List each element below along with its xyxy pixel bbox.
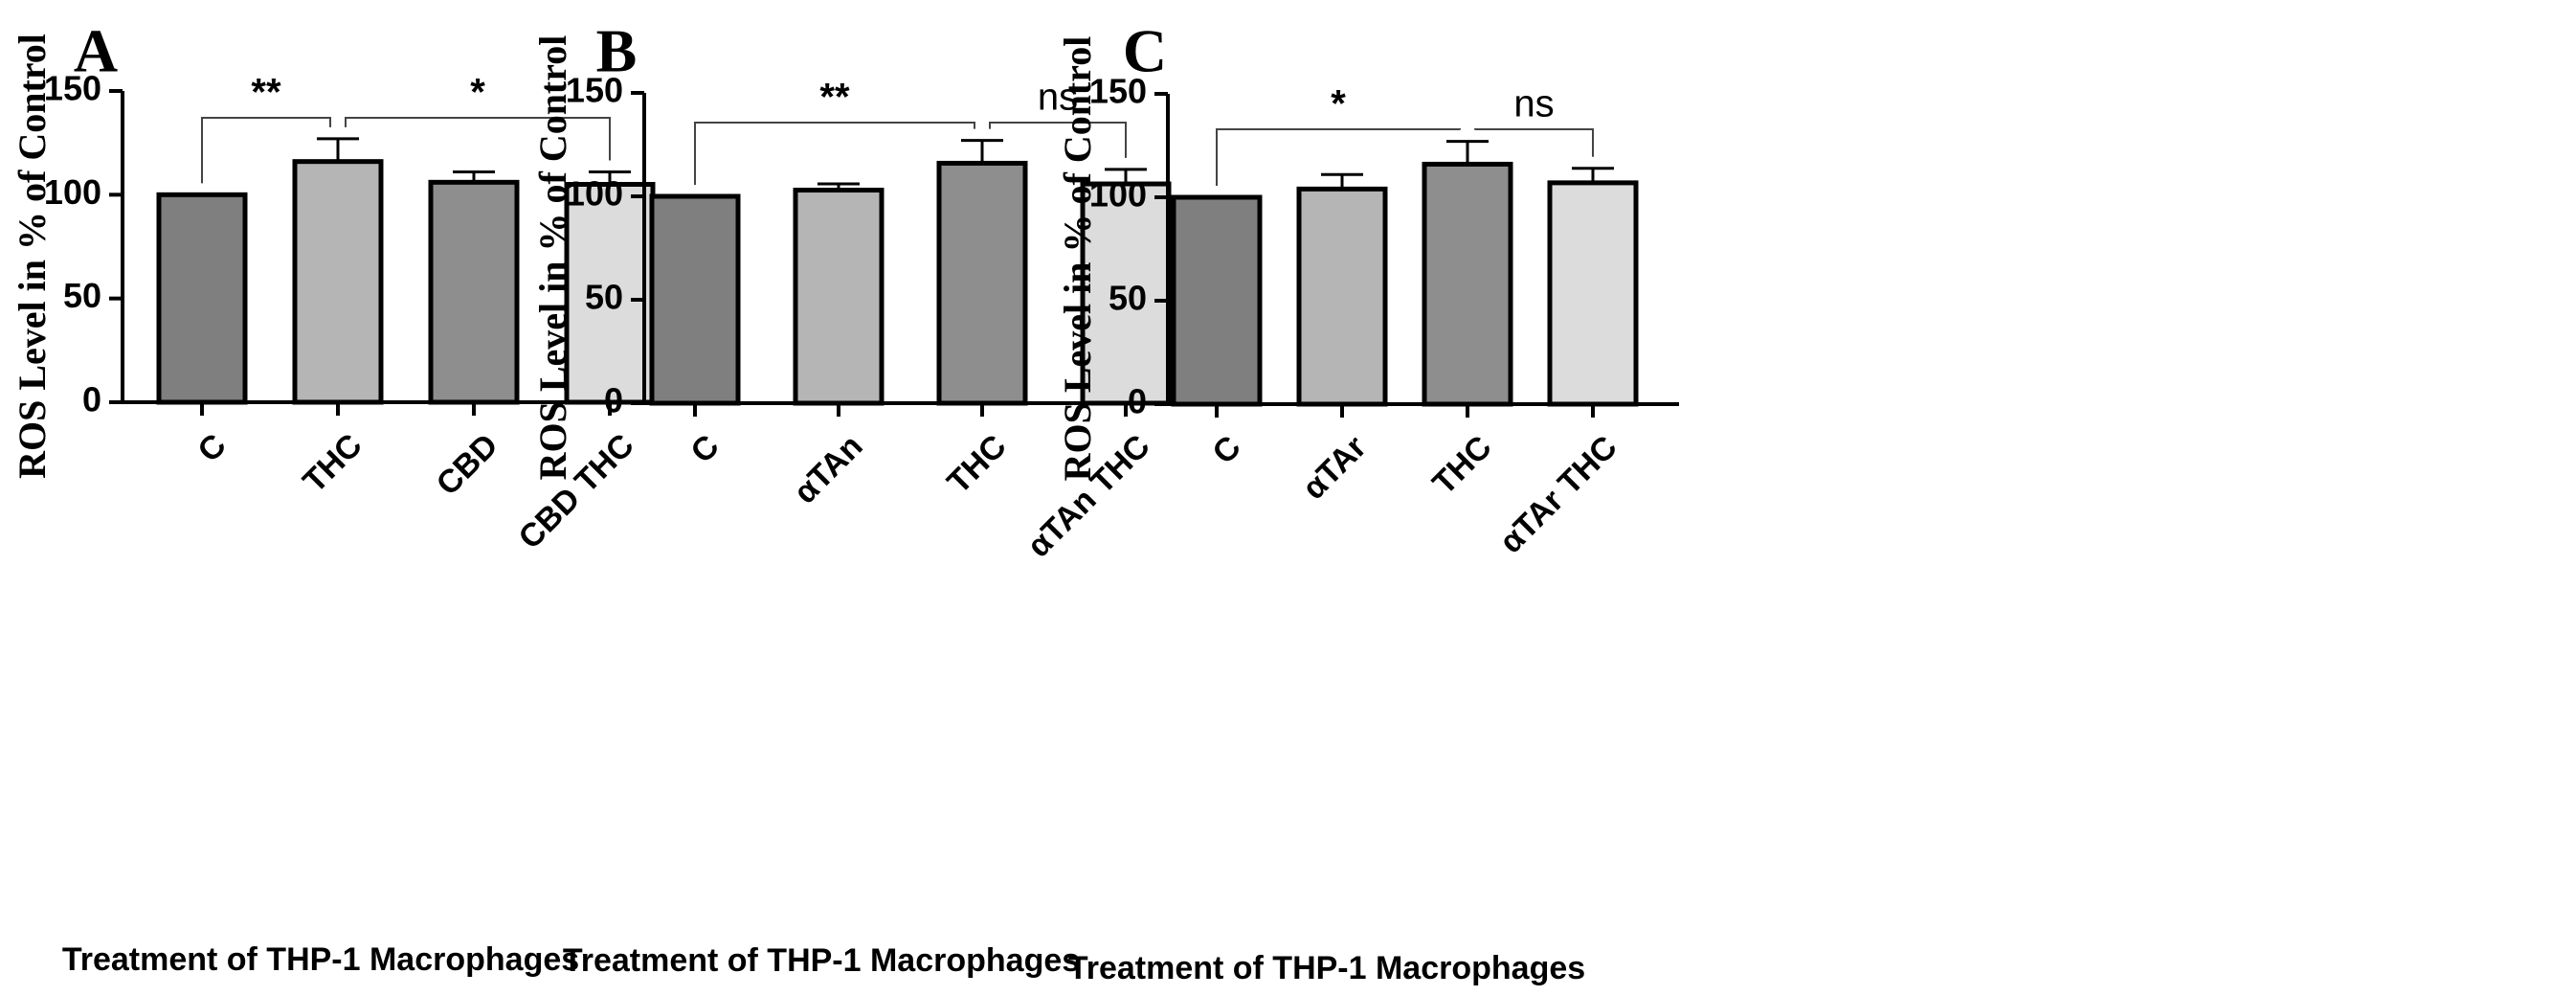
y-axis-label: ROS Level in % of Control: [531, 35, 574, 481]
category-label: CBD: [430, 427, 505, 503]
panel-letter: B: [596, 17, 638, 85]
category-label: C: [1205, 429, 1247, 471]
significance-label: ns: [1513, 83, 1554, 125]
y-tick-label: 150: [566, 71, 623, 110]
bar: [1171, 194, 1263, 407]
significance-label: **: [819, 77, 850, 119]
significance-bracket: [989, 122, 1127, 158]
y-tick-label: 100: [1089, 175, 1147, 215]
bar: [292, 159, 384, 405]
category-label: αTAr: [1295, 429, 1373, 507]
significance-label: ns: [1038, 77, 1078, 119]
y-tick-label: 50: [1109, 279, 1147, 318]
y-tick-label: 100: [44, 172, 101, 212]
category-label: THC: [296, 427, 369, 500]
significance-bracket: [694, 122, 975, 185]
bar: [1547, 180, 1639, 407]
x-axis-label: Treatment of THP-1 Macrophages: [62, 941, 579, 978]
significance-bracket: [1216, 128, 1461, 186]
bar: [649, 193, 741, 406]
significance-bracket: [345, 117, 611, 161]
y-tick-label: 0: [1128, 382, 1147, 421]
significance-label: *: [470, 72, 485, 114]
panel-letter: A: [74, 17, 118, 85]
y-tick-label: 100: [566, 174, 623, 214]
category-label: αTAn: [787, 428, 870, 511]
category-label: αTAr THC: [1492, 429, 1624, 560]
y-tick-label: 150: [1089, 72, 1147, 111]
y-tick-label: 50: [585, 278, 623, 317]
category-label: C: [683, 428, 726, 470]
significance-label: *: [1331, 83, 1346, 125]
y-tick-label: 0: [82, 380, 101, 419]
x-axis-label: Treatment of THP-1 Macrophages: [1068, 950, 1585, 986]
significance-label: **: [251, 72, 281, 114]
bar: [1296, 186, 1388, 407]
y-axis-label: ROS Level in % of Control: [1056, 36, 1099, 482]
y-axis-label: ROS Level in % of Control: [11, 34, 54, 479]
category-label: C: [190, 427, 233, 469]
bar: [428, 179, 520, 405]
y-tick-label: 50: [63, 276, 101, 315]
y-tick-label: 150: [44, 69, 101, 108]
category-label: THC: [1425, 429, 1498, 502]
category-label: THC: [940, 428, 1013, 501]
bar: [793, 188, 885, 406]
bar: [156, 192, 248, 405]
significance-bracket: [201, 117, 331, 184]
panel-letter: C: [1123, 17, 1167, 85]
x-axis-label: Treatment of THP-1 Macrophages: [563, 942, 1080, 979]
significance-bracket: [1474, 128, 1594, 157]
y-tick-label: 0: [604, 381, 623, 420]
bar: [1422, 161, 1513, 407]
bar: [936, 160, 1028, 406]
